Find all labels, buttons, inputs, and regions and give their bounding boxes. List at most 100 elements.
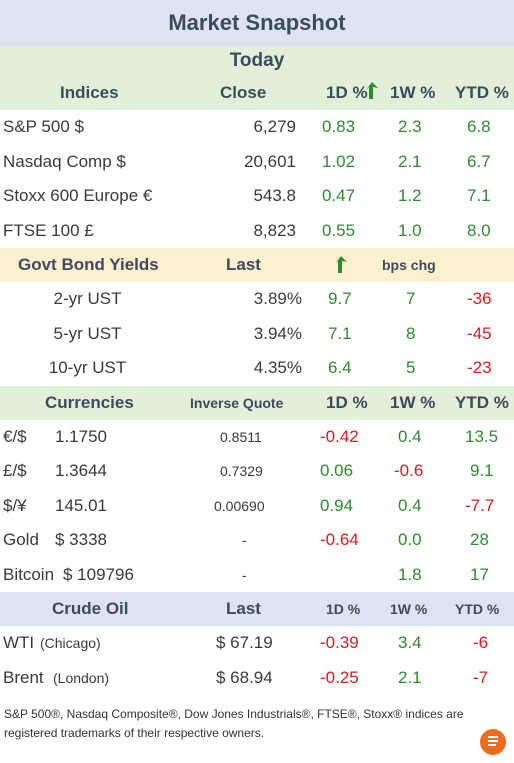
currency-name: Gold [3,530,39,550]
index-ytd: 8.0 [467,220,491,240]
currency-ytd: 13.5 [465,426,499,446]
page-title: Market Snapshot [0,0,514,46]
index-close: 20,601 [244,151,296,171]
bond-w1: 7 [406,289,416,309]
w1-header: 1W % [390,601,428,617]
logo-icon [480,729,506,755]
d1-header: 1D % [326,601,361,617]
footer-note: S&P 500®, Nasdaq Composite®, Dow Jones I… [4,707,464,740]
currency-inverse: 0.7329 [220,463,263,480]
currency-w1: 0.0 [398,530,422,550]
bond-last: 3.89% [253,289,302,309]
index-close: 543.8 [253,186,296,206]
currency-value: $ 109796 [63,564,134,584]
crude-ytd: -6 [473,633,489,653]
currency-row: £/$ 1.3644 0.7329 0.06 -0.6 9.1 [0,454,514,489]
w1-header: 1W % [390,392,436,412]
bond-last: 4.35% [253,358,302,378]
currency-row: €/$ 1.1750 0.8511 -0.42 0.4 13.5 [0,420,514,455]
currency-name: $/¥ [3,495,27,515]
indices-header: Indices Close 1D % 1W % YTD % [0,76,514,110]
bonds-header: Govt Bond Yields Last bps chg [0,248,514,282]
index-w1: 2.3 [398,117,422,137]
crude-location: (Chicago) [40,635,101,652]
bonds-title: Govt Bond Yields [18,255,159,274]
bond-row: 5-yr UST 3.94% 7.1 8 -45 [0,317,514,352]
crude-w1: 2.1 [398,667,422,687]
bond-w1: 8 [406,323,416,343]
bond-w1: 5 [406,358,416,378]
crude-name: Brent [3,667,44,687]
crude-last: $ 68.94 [216,667,273,687]
ytd-header: YTD % [455,83,509,102]
index-ytd: 6.7 [467,151,491,171]
currency-name: Bitcoin [3,564,55,584]
index-d1: 0.83 [322,117,356,137]
currency-value: 1.1750 [55,426,107,446]
d1-header: 1D % [326,83,368,102]
index-w1: 2.1 [398,151,422,171]
crude-header: Crude Oil Last 1D % 1W % YTD % [0,592,514,626]
currency-d1: 0.94 [320,495,354,515]
crude-name: WTI [3,633,35,653]
currency-d1: 0.06 [320,461,354,481]
currency-value: 145.01 [55,495,107,515]
inverse-header: Inverse Quote [190,394,284,411]
bond-name: 10-yr UST [48,358,127,378]
currency-d1: -0.42 [320,426,359,446]
close-header: Close [220,83,267,102]
currency-w1: 0.4 [398,495,422,515]
bps-header: bps chg [382,257,436,273]
currency-w1: 0.4 [398,426,422,446]
crude-d1: -0.39 [320,633,359,653]
ytd-header: YTD % [455,601,500,617]
index-row: Nasdaq Comp $ 20,601 1.02 2.1 6.7 [0,145,514,180]
crude-d1: -0.25 [320,667,359,687]
currencies-title: Currencies [45,392,134,412]
currency-ytd: 28 [470,530,489,550]
currency-row: Gold $ 3338 - -0.64 0.0 28 [0,523,514,558]
currencies-header: Currencies Inverse Quote 1D % 1W % YTD % [0,385,514,420]
bond-row: 10-yr UST 4.35% 6.4 5 -23 [0,351,514,386]
arrow-up-icon [366,82,380,105]
crude-location: (London) [53,669,110,686]
index-close: 6,279 [253,117,296,137]
currency-d1: -0.64 [320,530,359,550]
index-name: S&P 500 $ [3,117,84,137]
index-row: Stoxx 600 Europe € 543.8 0.47 1.2 7.1 [0,179,514,214]
bond-ytd: -36 [467,289,492,309]
index-row: S&P 500 $ 6,279 0.83 2.3 6.8 [0,110,514,145]
index-d1: 0.47 [322,186,356,206]
index-name: Nasdaq Comp $ [3,151,126,171]
crude-ytd: -7 [473,667,489,687]
ytd-header: YTD % [455,392,509,412]
bond-d1: 6.4 [328,358,352,378]
currency-value: $ 3338 [55,530,107,550]
bond-ytd: -23 [467,358,492,378]
index-w1: 1.2 [398,186,422,206]
currency-inverse: 0.00690 [214,497,265,514]
last-header: Last [226,255,261,274]
bond-row: 2-yr UST 3.89% 9.7 7 -36 [0,282,514,317]
d1-header: 1D % [326,392,368,412]
crude-last: $ 67.19 [216,633,273,653]
index-d1: 1.02 [322,151,356,171]
currency-name: £/$ [3,461,27,481]
bond-last: 3.94% [253,323,302,343]
bond-name: 5-yr UST [53,323,122,343]
indices-title: Indices [60,83,119,102]
w1-header: 1W % [390,83,436,102]
bond-name: 2-yr UST [53,289,122,309]
index-d1: 0.55 [322,220,356,240]
index-name: Stoxx 600 Europe € [3,186,153,206]
currency-row: Bitcoin $ 109796 - 1.8 17 [0,558,514,593]
currency-ytd: -7.7 [465,495,495,515]
last-header: Last [226,599,261,618]
index-w1: 1.0 [398,220,422,240]
crude-row: Brent (London) $ 68.94 -0.25 2.1 -7 [0,661,514,696]
currency-name: €/$ [3,426,27,446]
crude-row: WTI (Chicago) $ 67.19 -0.39 3.4 -6 [0,626,514,661]
currency-inverse: - [242,566,247,583]
index-name: FTSE 100 £ [3,220,94,240]
bond-ytd: -45 [467,323,492,343]
